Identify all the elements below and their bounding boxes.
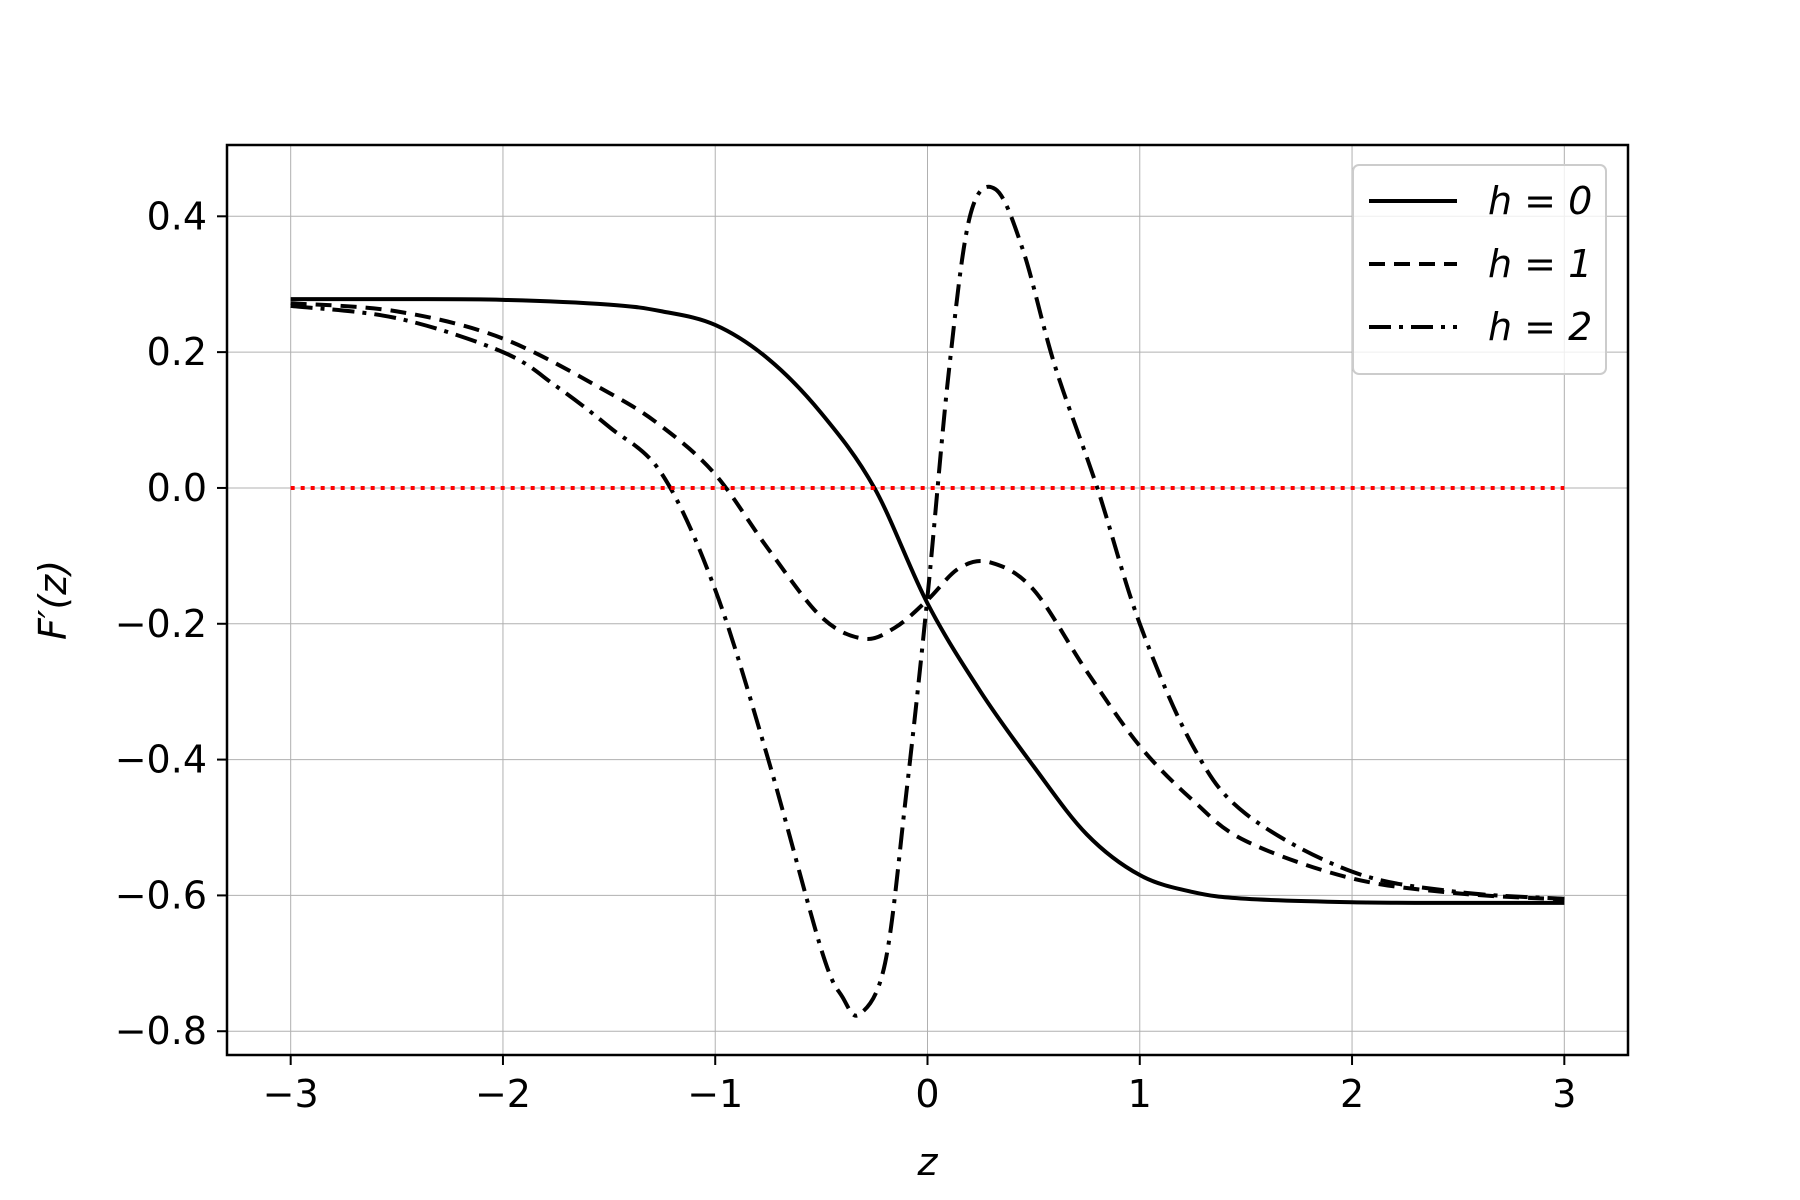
- y-tick-label: −0.6: [115, 873, 207, 917]
- y-tick-label: 0.4: [147, 194, 207, 238]
- y-tick-label: −0.2: [115, 602, 207, 646]
- axis-ticks: −3 −2 −1 0 1 2 3 −0.8 −0.6 −0.4 −0.2 0.0 0.2 0.4: [115, 194, 1577, 1116]
- x-axis-label: z: [917, 1140, 939, 1184]
- x-tick-label: −1: [687, 1072, 743, 1116]
- legend-label: h = 2: [1488, 305, 1592, 349]
- series-line-h-2: [290, 184, 1565, 1018]
- legend: h = 0 h = 1 h = 2: [1352, 164, 1607, 375]
- y-tick-label: 0.0: [147, 466, 207, 510]
- y-tick-label: −0.8: [115, 1009, 207, 1053]
- legend-box: [1352, 164, 1607, 375]
- y-tick-label: 0.2: [147, 330, 207, 374]
- x-tick-label: −3: [263, 1072, 319, 1116]
- y-tick-label: −0.4: [115, 738, 207, 782]
- x-tick-label: 3: [1552, 1072, 1576, 1116]
- series-line-h-1: [290, 301, 1565, 902]
- x-tick-label: 2: [1340, 1072, 1364, 1116]
- legend-label: h = 0: [1488, 179, 1592, 223]
- y-axis-label: F′(z): [31, 560, 75, 640]
- x-tick-label: 1: [1128, 1072, 1152, 1116]
- x-tick-label: 0: [915, 1072, 939, 1116]
- plot-series: [290, 184, 1565, 1018]
- legend-label: h = 1: [1488, 242, 1592, 286]
- series-line-h-0: [290, 297, 1565, 905]
- x-tick-label: −2: [475, 1072, 531, 1116]
